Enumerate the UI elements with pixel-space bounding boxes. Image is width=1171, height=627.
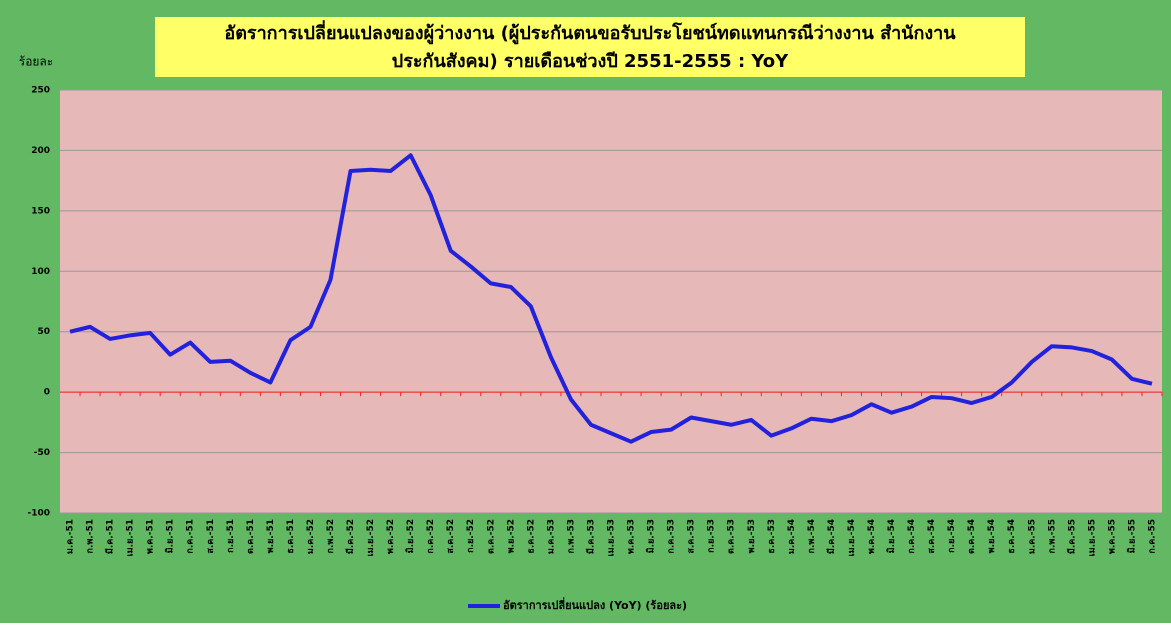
x-tick-label: ก.ค.-51 bbox=[186, 519, 196, 554]
x-tick-label: ก.ค.-52 bbox=[426, 519, 436, 554]
legend-label: อัตราการเปลี่ยนแปลง (YoY) (ร้อยละ) bbox=[503, 597, 687, 612]
x-tick-label: มิ.ย.-51 bbox=[165, 519, 176, 553]
y-tick-label: 0 bbox=[44, 388, 50, 398]
x-tick-label: ก.พ.-53 bbox=[566, 519, 576, 553]
x-tick-label: เม.ย.-55 bbox=[1087, 519, 1097, 556]
y-tick-label: -50 bbox=[34, 448, 50, 458]
x-tick-label: ก.ย.-51 bbox=[226, 519, 236, 553]
y-tick-label: 50 bbox=[37, 327, 50, 337]
x-tick-label: ก.ค.-55 bbox=[1147, 519, 1157, 554]
x-tick-label: ส.ค.-53 bbox=[687, 519, 697, 554]
x-tick-label: เม.ย.-52 bbox=[366, 519, 376, 556]
y-tick-label: 100 bbox=[31, 267, 50, 277]
x-tick-label: พ.ย.-53 bbox=[747, 519, 757, 553]
x-tick-label: ก.ค.-54 bbox=[907, 519, 917, 554]
x-tick-label: ม.ค.-55 bbox=[1027, 519, 1037, 554]
x-tick-label: ส.ค.-54 bbox=[927, 519, 937, 554]
x-tick-label: ก.ย.-53 bbox=[707, 519, 717, 553]
x-tick-label: ต.ค.-51 bbox=[246, 519, 256, 554]
x-tick-label: ก.พ.-54 bbox=[807, 519, 817, 553]
x-tick-label: มิ.ย.-53 bbox=[646, 519, 657, 553]
x-tick-label: ก.พ.-51 bbox=[86, 519, 96, 553]
x-tick-label: ธ.ค.-54 bbox=[1007, 519, 1017, 554]
x-tick-label: ก.ค.-53 bbox=[667, 519, 677, 554]
x-tick-label: มิ.ย.-54 bbox=[886, 519, 897, 553]
x-tick-label: พ.ค.-51 bbox=[146, 519, 156, 554]
x-tick-label: ก.พ.-55 bbox=[1047, 519, 1057, 553]
x-tick-label: พ.ค.-54 bbox=[867, 519, 877, 554]
chart-title: อัตราการเปลี่ยนแปลงของผู้ว่างงาน (ผู้ประ… bbox=[224, 20, 956, 45]
y-tick-label: -100 bbox=[27, 509, 50, 519]
x-tick-label: มี.ค.-53 bbox=[585, 519, 596, 554]
y-tick-label: 250 bbox=[31, 86, 50, 96]
x-tick-label: ม.ค.-54 bbox=[787, 519, 797, 554]
x-tick-label: ส.ค.-52 bbox=[446, 519, 456, 554]
x-tick-label: ธ.ค.-52 bbox=[526, 519, 536, 554]
x-tick-label: มี.ค.-55 bbox=[1066, 519, 1077, 554]
x-tick-label: ธ.ค.-51 bbox=[286, 519, 296, 554]
x-tick-label: มี.ค.-54 bbox=[826, 519, 837, 554]
x-tick-label: เม.ย.-51 bbox=[126, 519, 136, 556]
plot-area bbox=[60, 90, 1162, 513]
title-box bbox=[155, 17, 1025, 77]
x-tick-label: ต.ค.-52 bbox=[486, 519, 496, 554]
x-tick-label: ก.ย.-52 bbox=[466, 519, 476, 553]
y-axis-label: ร้อยละ bbox=[19, 55, 53, 69]
y-tick-label: 150 bbox=[31, 206, 50, 216]
x-tick-label: ต.ค.-53 bbox=[727, 519, 737, 554]
line-series bbox=[69, 153, 1153, 444]
x-tick-label: มี.ค.-52 bbox=[345, 519, 356, 554]
x-tick-label: ธ.ค.-53 bbox=[767, 519, 777, 554]
x-tick-label: ม.ค.-53 bbox=[546, 519, 556, 554]
x-tick-label: ส.ค.-51 bbox=[206, 519, 216, 554]
x-tick-label: ม.ค.-52 bbox=[306, 519, 316, 554]
chart-title: ประกันสังคม) รายเดือนช่วงปี 2551-2555 : … bbox=[392, 51, 789, 72]
x-tick-label: มิ.ย.-52 bbox=[405, 519, 416, 553]
x-tick-label: พ.ย.-54 bbox=[987, 519, 997, 553]
x-tick-label: พ.ย.-52 bbox=[506, 519, 516, 553]
x-tick-label: ก.ย.-54 bbox=[947, 519, 957, 553]
x-tick-label: พ.ค.-52 bbox=[386, 519, 396, 554]
y-tick-label: 200 bbox=[31, 146, 50, 156]
x-tick-label: เม.ย.-54 bbox=[847, 519, 857, 556]
x-tick-label: พ.ย.-51 bbox=[266, 519, 276, 553]
x-tick-label: พ.ค.-53 bbox=[627, 519, 637, 554]
x-tick-label: มิ.ย.-55 bbox=[1126, 519, 1137, 553]
x-tick-label: พ.ค.-55 bbox=[1107, 519, 1117, 554]
x-tick-label: ก.พ.-52 bbox=[326, 519, 336, 553]
x-tick-label: ต.ค.-54 bbox=[967, 519, 977, 554]
x-tick-label: มี.ค.-51 bbox=[105, 519, 116, 554]
x-tick-label: เม.ย.-53 bbox=[607, 519, 617, 556]
x-tick-label: ม.ค.-51 bbox=[66, 519, 76, 554]
